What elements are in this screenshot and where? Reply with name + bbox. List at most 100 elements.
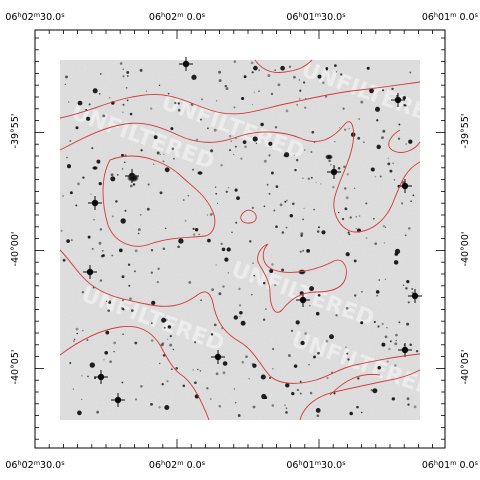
star	[369, 88, 374, 94]
star	[81, 290, 85, 294]
star	[363, 141, 365, 143]
star	[228, 135, 232, 138]
star	[376, 119, 379, 122]
star	[356, 405, 359, 409]
star	[342, 107, 345, 110]
star	[194, 341, 197, 344]
star	[218, 79, 222, 83]
star	[361, 290, 363, 293]
star	[334, 140, 336, 143]
star	[345, 346, 347, 349]
star	[391, 397, 395, 401]
star	[66, 164, 72, 169]
star	[105, 330, 110, 335]
star	[316, 230, 320, 233]
star	[295, 320, 300, 325]
star	[69, 139, 72, 143]
dec-labels-right: -39°55' -40°00' -40°05'	[460, 114, 471, 385]
star	[231, 231, 233, 234]
star-spike	[296, 293, 310, 307]
star	[192, 168, 195, 171]
star	[82, 176, 85, 179]
star	[415, 349, 419, 353]
star	[284, 152, 290, 158]
star	[374, 242, 378, 245]
star-field	[60, 57, 422, 418]
star	[191, 74, 197, 80]
star	[409, 71, 412, 74]
star	[350, 132, 356, 137]
star	[214, 186, 217, 188]
star	[150, 249, 154, 252]
ra-label: 06h01m30.0s	[286, 459, 346, 471]
star	[296, 104, 298, 106]
star	[233, 106, 236, 109]
star	[365, 202, 368, 205]
star	[98, 92, 101, 95]
star	[134, 341, 138, 345]
star	[119, 62, 123, 65]
star	[207, 238, 211, 243]
star	[307, 177, 310, 180]
star	[121, 168, 124, 170]
ra-labels-bottom: 06h02m30.0s 06h02m 0.0s 06h01m30.0s 06h0…	[5, 459, 478, 471]
dec-label: -40°05'	[10, 350, 21, 385]
contour-line	[240, 209, 257, 224]
contour-line	[299, 369, 421, 421]
star	[239, 316, 241, 318]
star	[87, 375, 89, 378]
star	[211, 213, 214, 215]
star	[358, 215, 361, 217]
star	[398, 321, 401, 324]
star	[397, 137, 401, 140]
star	[182, 199, 185, 201]
star	[82, 329, 84, 332]
star	[76, 332, 78, 335]
ra-label: 06h02m30.0s	[5, 459, 65, 471]
star	[182, 384, 186, 388]
star-spike	[179, 57, 193, 71]
star	[306, 249, 310, 253]
star	[411, 287, 414, 291]
star	[311, 130, 315, 134]
star	[370, 167, 375, 172]
star	[93, 218, 95, 221]
star	[126, 75, 129, 77]
star	[394, 342, 398, 346]
star	[263, 205, 266, 208]
star	[251, 206, 254, 210]
star	[406, 322, 410, 326]
star	[218, 292, 222, 296]
star	[268, 154, 271, 157]
star	[220, 164, 223, 167]
star	[77, 182, 80, 186]
star	[274, 284, 277, 287]
star	[209, 398, 212, 400]
galaxy	[325, 154, 333, 160]
star	[244, 145, 247, 149]
star	[215, 264, 217, 266]
star	[72, 388, 74, 390]
star	[169, 334, 172, 338]
star	[225, 190, 229, 194]
star	[245, 355, 248, 359]
star	[213, 323, 217, 327]
star	[98, 182, 102, 186]
star	[222, 361, 228, 366]
star	[405, 287, 408, 290]
star	[360, 411, 363, 414]
star	[235, 145, 237, 148]
star	[211, 288, 214, 291]
star	[300, 340, 305, 346]
star	[175, 367, 178, 370]
contour-line	[254, 59, 313, 73]
star	[320, 183, 322, 185]
star	[347, 358, 350, 361]
star	[275, 225, 278, 229]
star	[345, 252, 350, 257]
star	[321, 81, 325, 85]
star	[110, 176, 116, 182]
star	[353, 259, 357, 263]
contour-line	[59, 81, 421, 119]
star	[304, 149, 306, 151]
